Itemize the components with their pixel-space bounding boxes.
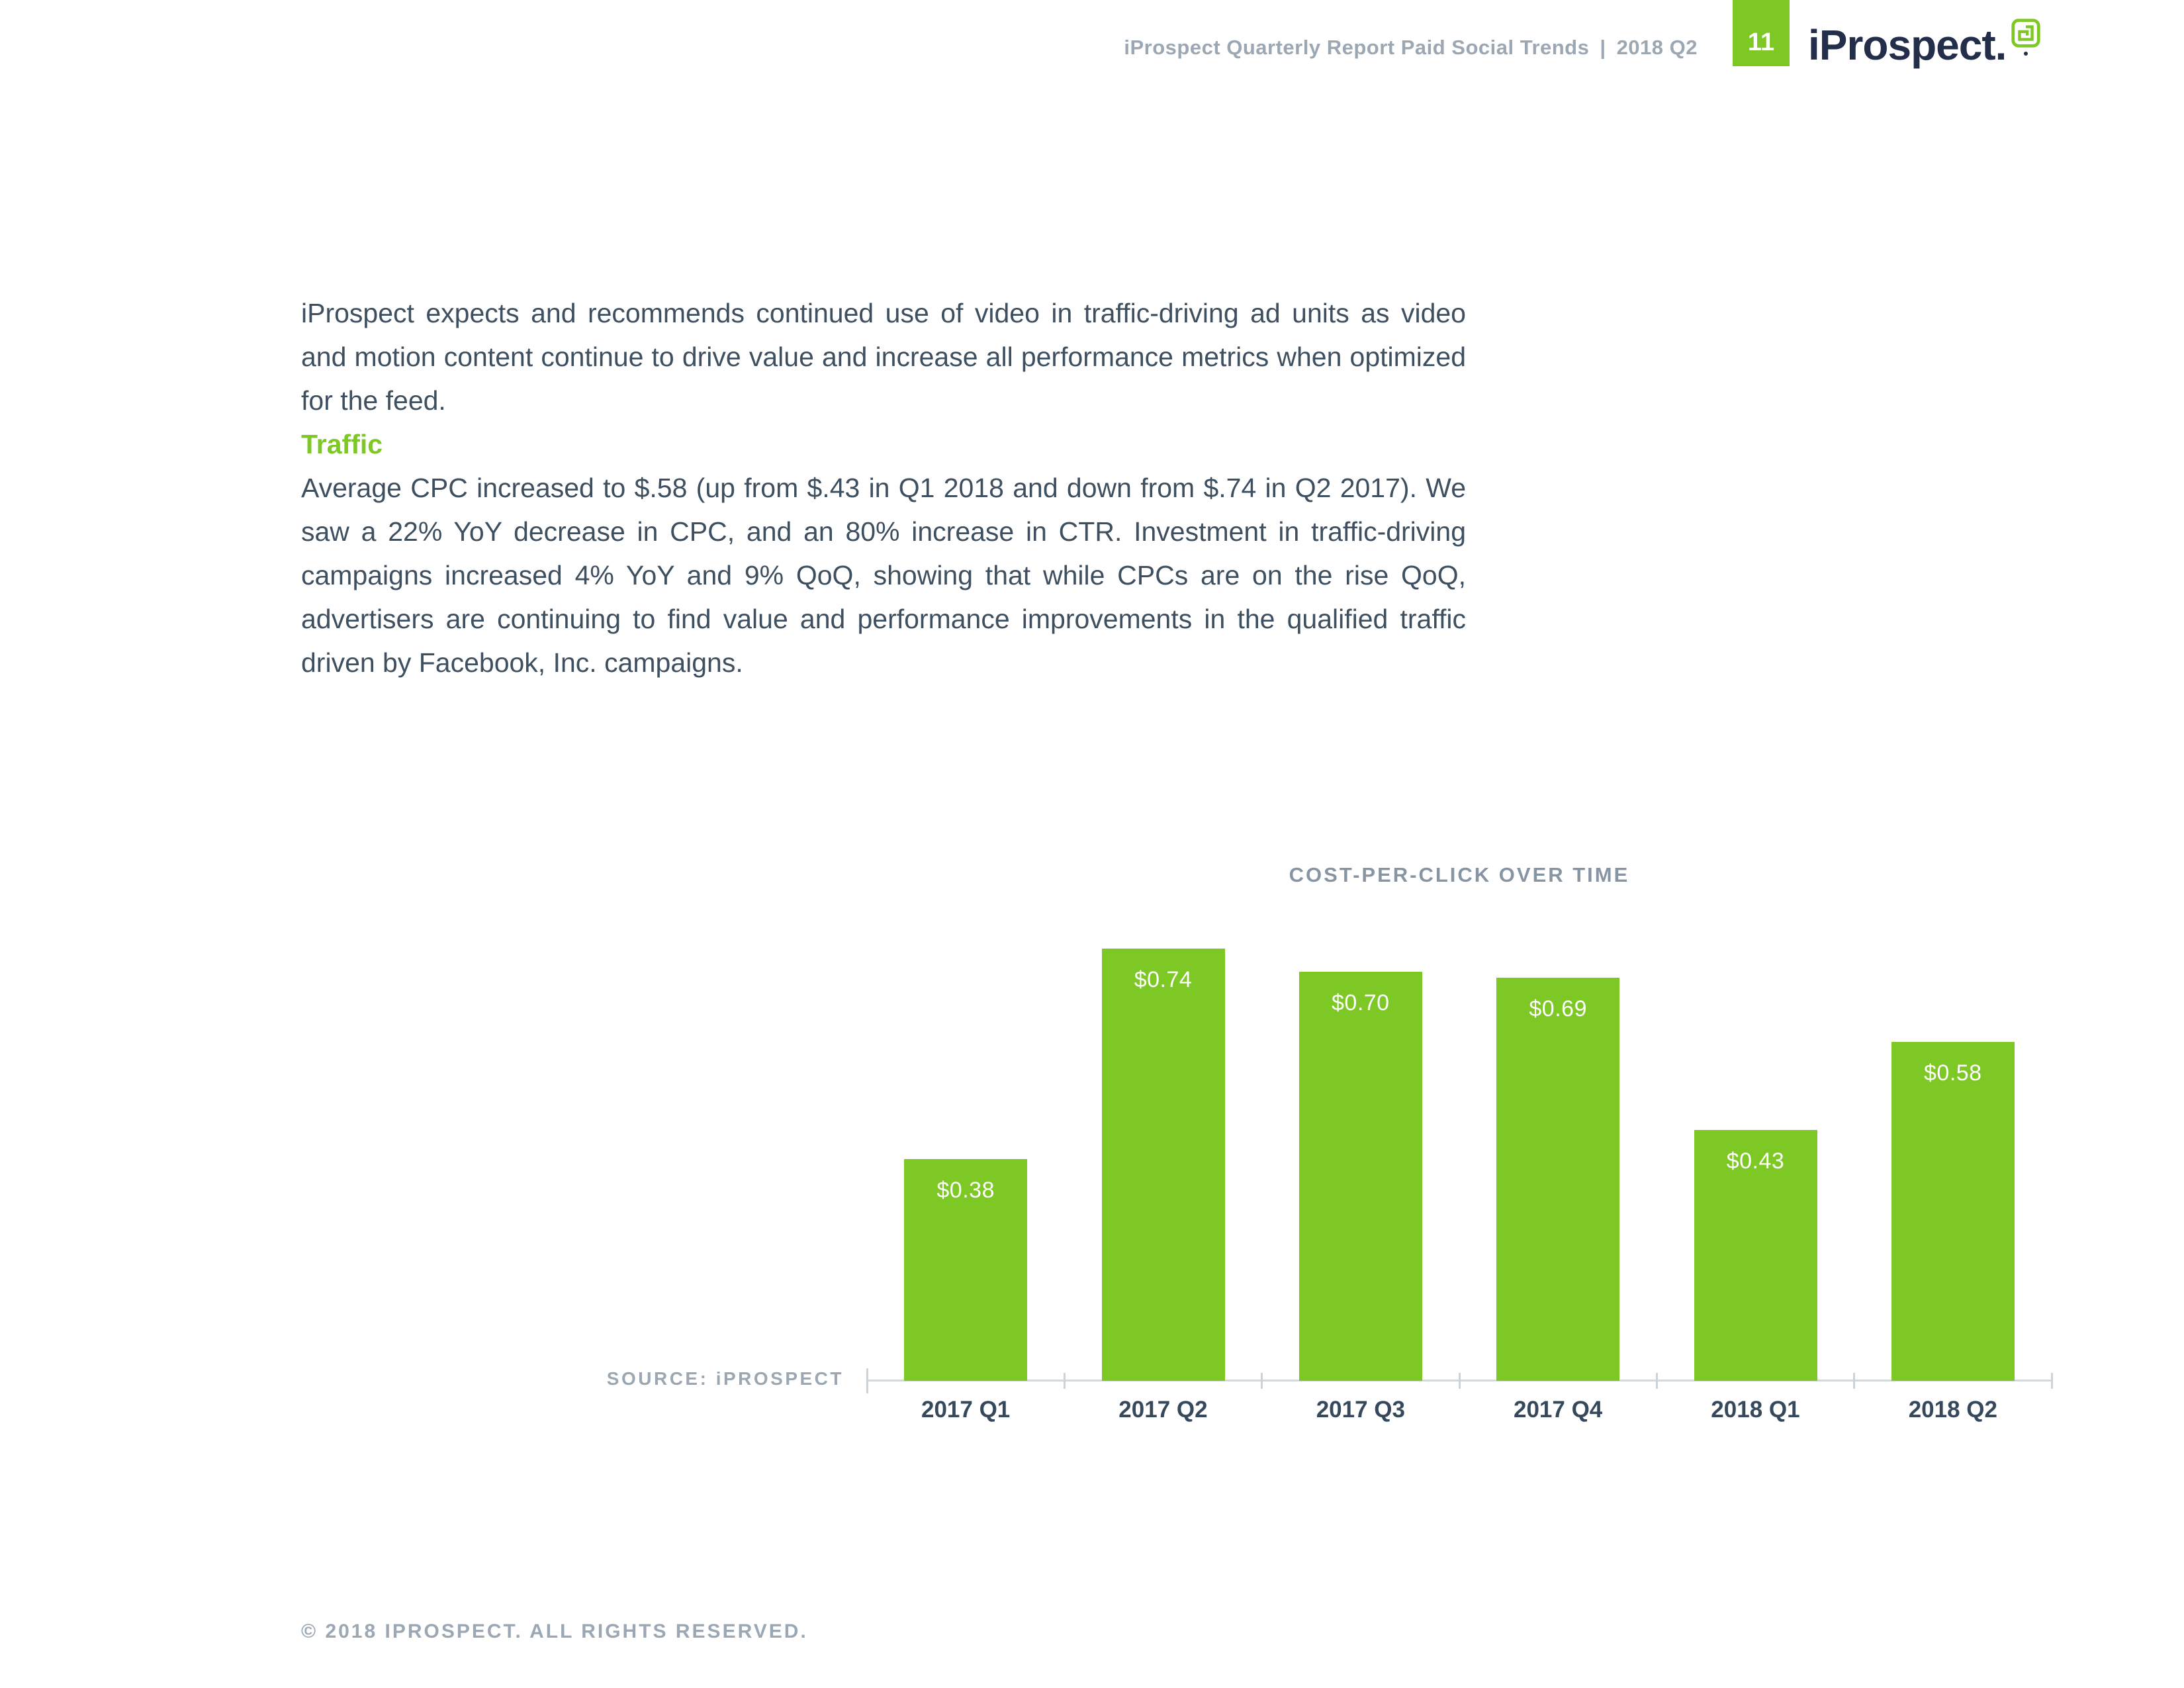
intro-paragraph: iProspect expects and recommends continu…: [301, 298, 1466, 416]
axis-tick: [1261, 1373, 1263, 1389]
axis-tick: [1458, 1373, 1461, 1389]
header-meta: iProspect Quarterly Report Paid Social T…: [1124, 36, 1698, 60]
x-axis-category-label: 2017 Q1: [921, 1397, 1011, 1423]
chart-bar: $0.38: [904, 1159, 1028, 1381]
axis-tick: [1063, 1373, 1066, 1389]
traffic-section-heading: Traffic: [301, 429, 383, 459]
axis-tick: [1853, 1373, 1856, 1389]
bar-value-label: $0.70: [1332, 990, 1390, 1015]
bar-value-label: $0.74: [1134, 967, 1193, 992]
chart-source-label: SOURCE: iPROSPECT: [606, 1368, 844, 1389]
report-title: iProspect Quarterly Report Paid Social T…: [1124, 36, 1590, 59]
axis-tick: [1655, 1373, 1658, 1389]
traffic-paragraph: Average CPC increased to $.58 (up from $…: [301, 473, 1466, 678]
logo-registered-dot: [2024, 52, 2028, 56]
x-axis-category-label: 2018 Q2: [1908, 1397, 1997, 1423]
body-copy: iProspect expects and recommends continu…: [301, 291, 1466, 684]
x-axis-category-label: 2017 Q4: [1514, 1397, 1603, 1423]
chart-plot-area: $0.38 2017 Q1 $0.74 2017 Q2 $0.70 2017 Q3 $0.6…: [866, 914, 2053, 1423]
chart-bar: $0.69: [1496, 978, 1620, 1381]
page-number-tab: 11: [1733, 0, 1790, 66]
x-axis-category-label: 2018 Q1: [1711, 1397, 1800, 1423]
axis-tick: [2050, 1373, 2053, 1389]
bar-value-label: $0.58: [1924, 1060, 1982, 1086]
chart-bar: $0.74: [1101, 949, 1225, 1381]
chart-bar: $0.43: [1694, 1130, 1817, 1381]
iprospect-logo-text: iProspect.: [1808, 21, 2007, 69]
footer-copyright: © 2018 IPROSPECT. ALL RIGHTS RESERVED.: [301, 1620, 808, 1642]
bar-value-label: $0.43: [1726, 1149, 1785, 1174]
iprospect-maze-icon: [2011, 19, 2041, 48]
chart-title: COST-PER-CLICK OVER TIME: [1289, 863, 1630, 886]
chart-bar: $0.70: [1298, 972, 1422, 1381]
bar-value-label: $0.38: [936, 1178, 995, 1203]
report-edition: 2018 Q2: [1616, 36, 1698, 59]
chart-bar: $0.58: [1891, 1042, 2015, 1381]
iprospect-logo-mark-wrap: [2011, 19, 2041, 56]
bar-value-label: $0.69: [1529, 996, 1587, 1021]
x-axis-category-label: 2017 Q3: [1316, 1397, 1405, 1423]
page-number: 11: [1747, 28, 1775, 56]
x-axis-category-label: 2017 Q2: [1118, 1397, 1208, 1423]
axis-tick: [866, 1368, 868, 1393]
header-separator: |: [1600, 36, 1606, 59]
iprospect-logo: iProspect.: [1808, 19, 2041, 69]
